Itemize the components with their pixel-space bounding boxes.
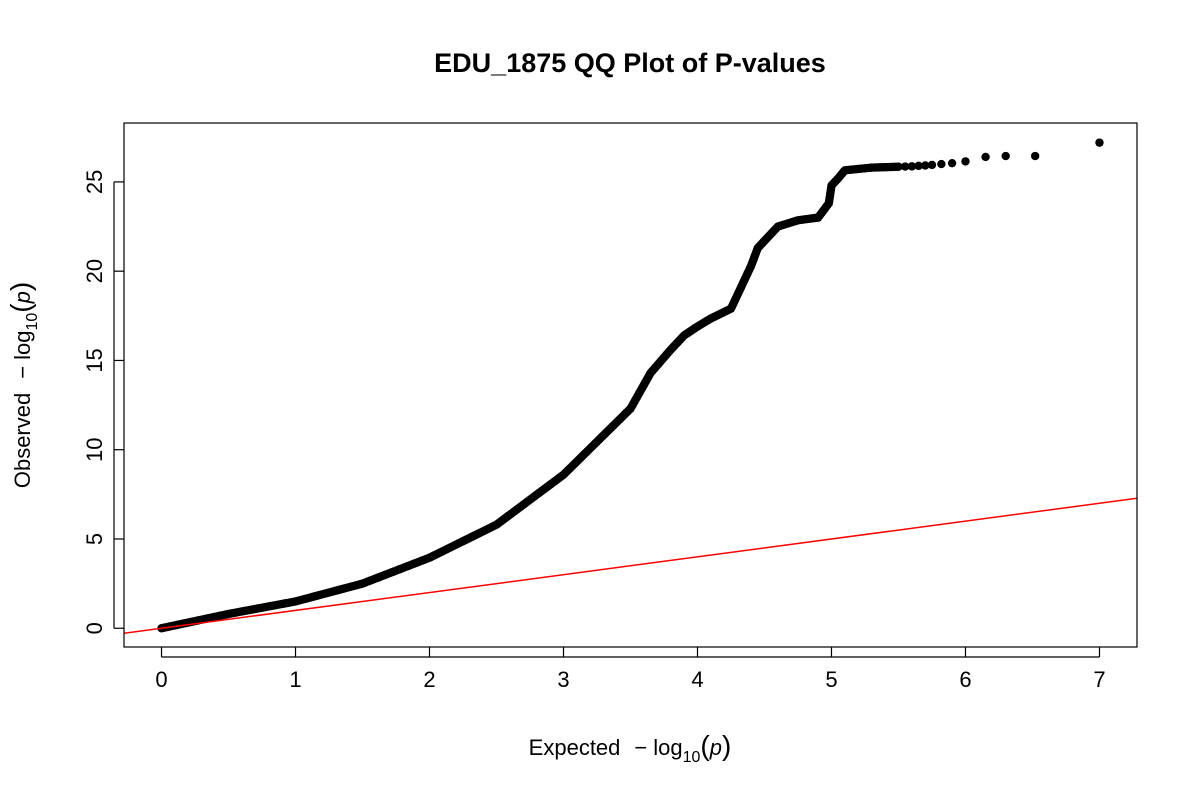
y-tick-label: 15 <box>82 348 107 372</box>
qq-point <box>981 152 990 162</box>
data-points <box>157 138 1104 633</box>
qq-point <box>900 162 910 171</box>
qq-point <box>894 162 903 171</box>
reference-line <box>124 497 1137 634</box>
qq-point <box>914 161 923 171</box>
x-tick-label: 2 <box>423 667 435 692</box>
qq-point <box>927 160 937 170</box>
qq-point <box>961 157 970 166</box>
qq-point <box>1030 151 1040 161</box>
qq-point <box>1001 151 1010 161</box>
qq-point <box>947 158 957 168</box>
x-tick-label: 4 <box>691 667 703 692</box>
y-tick-label: 5 <box>82 533 107 545</box>
plot-frame <box>123 122 1138 648</box>
chart-title: EDU_1875 QQ Plot of P-values <box>434 48 826 78</box>
x-tick-label: 3 <box>557 667 569 692</box>
x-tick-label: 0 <box>155 667 167 692</box>
y-tick-label: 10 <box>82 437 107 461</box>
y-tick-label: 0 <box>82 622 107 634</box>
x-tick-label: 6 <box>959 667 971 692</box>
y-tick-label: 25 <box>82 170 107 194</box>
qq-point <box>1095 138 1104 147</box>
y-axis-label: Observed−log10(p) <box>5 282 41 488</box>
y-axis: 0 5 10 15 20 25 <box>82 170 124 634</box>
qq-point <box>937 159 946 169</box>
x-tick-label: 5 <box>825 667 837 692</box>
qq-point <box>907 162 917 171</box>
x-tick-label: 1 <box>289 667 301 692</box>
qq-point <box>921 161 930 170</box>
x-tick-label: 7 <box>1093 667 1105 692</box>
x-axis-label: Expected − log10(p) <box>529 730 732 766</box>
x-axis: 0 1 2 3 4 5 6 7 <box>155 647 1106 692</box>
y-tick-label: 20 <box>82 259 107 283</box>
